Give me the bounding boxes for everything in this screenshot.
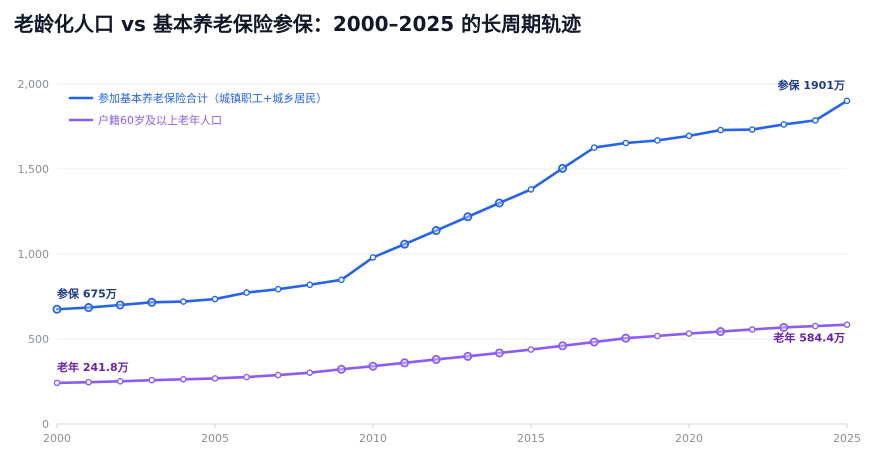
data-point (621, 333, 631, 343)
x-tick-label: 2005 (201, 432, 229, 445)
data-point (336, 364, 346, 374)
annotation-label: 参保 675万 (57, 286, 117, 300)
data-point (115, 300, 125, 310)
x-tick-label: 2000 (43, 432, 71, 445)
legend-label: 户籍60岁及以上老年人口 (98, 113, 222, 127)
data-point (463, 212, 473, 222)
data-point (716, 327, 726, 337)
data-point (306, 281, 314, 289)
data-point (400, 358, 410, 368)
data-point (148, 376, 156, 384)
data-point (717, 126, 724, 134)
data-point (527, 186, 535, 193)
data-point (368, 361, 378, 371)
data-point (654, 137, 661, 144)
series-line (55, 99, 849, 311)
data-point (748, 126, 756, 133)
data-point (431, 226, 441, 236)
y-tick-label: 1,000 (18, 248, 50, 261)
data-point (622, 139, 630, 147)
data-point (812, 322, 819, 330)
data-point (685, 132, 693, 140)
data-point (463, 351, 473, 361)
data-point (338, 276, 345, 284)
x-tick-label: 2015 (517, 432, 545, 445)
y-tick-label: 0 (42, 418, 49, 431)
data-point (52, 304, 62, 314)
y-tick-label: 2,000 (18, 78, 50, 91)
series-1 (53, 321, 851, 387)
data-point (180, 298, 187, 305)
legend-label: 参加基本养老保险合计（城镇职工+城乡居民） (98, 91, 327, 105)
x-tick-label: 2010 (359, 432, 387, 445)
series-line (55, 323, 849, 385)
legend: 参加基本养老保险合计（城镇职工+城乡居民） 户籍60岁及以上老年人口 (68, 91, 327, 127)
data-point (843, 97, 851, 105)
data-point (494, 198, 504, 208)
data-point (843, 321, 851, 328)
data-point (780, 121, 788, 128)
y-tick-labels: 0 500 1,000 1,500 2,000 (18, 78, 50, 431)
data-point (812, 117, 819, 124)
data-point (558, 341, 568, 351)
series-0 (52, 97, 851, 314)
x-tick-label: 2020 (675, 432, 703, 445)
data-point (400, 239, 410, 249)
annotation-label: 参保 1901万 (778, 78, 845, 92)
data-point (685, 330, 693, 337)
data-point (53, 379, 61, 387)
data-point (494, 348, 504, 358)
data-point (211, 375, 219, 382)
data-point (180, 375, 187, 383)
data-point (558, 163, 568, 173)
data-point (306, 369, 314, 376)
data-point (274, 285, 282, 293)
data-point (147, 297, 157, 307)
data-point (211, 295, 219, 303)
y-tick-label: 500 (28, 333, 49, 346)
data-point (589, 337, 599, 347)
x-tick-label: 2025 (833, 432, 861, 445)
data-point (85, 378, 92, 386)
annotation-label: 老年 241.8万 (56, 360, 129, 374)
x-tick-labels: 2000 2005 2010 2015 2020 2025 (43, 432, 861, 445)
data-point (748, 326, 756, 333)
data-point (84, 303, 94, 313)
data-point (116, 378, 124, 385)
data-point (527, 346, 535, 353)
y-tick-label: 1,500 (18, 163, 50, 176)
data-point (243, 289, 250, 296)
data-point (654, 332, 661, 340)
annotation-label: 老年 584.4万 (772, 331, 845, 345)
data-point (243, 373, 250, 381)
data-point (369, 254, 377, 261)
grid-lines (56, 83, 848, 428)
data-point (779, 322, 789, 332)
data-point (590, 144, 598, 151)
data-point (431, 354, 441, 364)
chart-title: 老龄化人口 vs 基本养老保险参保：2000–2025 的长周期轨迹 (14, 12, 582, 36)
data-point (274, 371, 282, 379)
series-lines (52, 97, 851, 387)
